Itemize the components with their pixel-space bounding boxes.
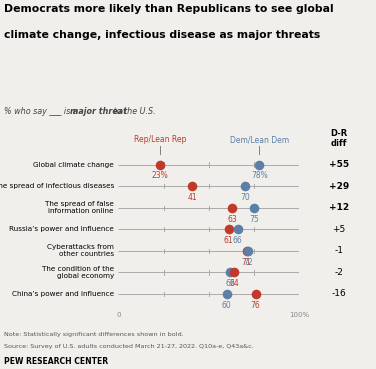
Text: +29: +29 [329,182,349,191]
Text: The spread of infectious diseases: The spread of infectious diseases [0,183,114,189]
Text: 78%: 78% [251,172,268,180]
Text: 61: 61 [224,236,233,245]
Text: major threat: major threat [70,107,127,116]
Text: China’s power and influence: China’s power and influence [12,291,114,297]
Point [224,291,230,297]
Point [227,269,233,275]
Text: |: | [258,146,261,155]
Text: 100%: 100% [289,312,309,318]
Point [229,205,235,211]
Text: Democrats more likely than Republicans to see global: Democrats more likely than Republicans t… [4,4,334,14]
Text: Note: Statistically significant differences shown in bold.: Note: Statistically significant differen… [4,332,183,337]
Text: PEW RESEARCH CENTER: PEW RESEARCH CENTER [4,357,108,366]
Text: 0: 0 [116,312,121,318]
Point [231,269,237,275]
Text: climate change, infectious disease as major threats: climate change, infectious disease as ma… [4,30,320,40]
Text: 66: 66 [233,236,243,245]
Text: +55: +55 [329,160,349,169]
Text: to the U.S.: to the U.S. [111,107,156,116]
Point [190,183,196,189]
Text: D-R
diff: D-R diff [330,129,347,148]
Point [244,248,250,254]
Text: Cyberattacks from
other countries: Cyberattacks from other countries [47,244,114,257]
Text: 72: 72 [244,258,253,267]
Text: The spread of false
information online: The spread of false information online [45,201,114,214]
Text: +12: +12 [329,203,349,212]
Text: 71: 71 [242,258,252,267]
Text: 23%: 23% [152,172,168,180]
Text: 64: 64 [229,279,239,288]
Text: 60: 60 [222,301,232,310]
Point [226,226,232,232]
Text: 75: 75 [249,214,259,224]
Point [235,226,241,232]
Text: 63: 63 [227,214,237,224]
Text: -16: -16 [331,289,346,299]
Point [253,291,259,297]
Text: 70: 70 [240,193,250,202]
Text: +5: +5 [332,225,346,234]
Text: |: | [159,146,161,155]
Text: 41: 41 [188,193,197,202]
Text: % who say ___ is a: % who say ___ is a [4,107,80,116]
Text: Global climate change: Global climate change [33,162,114,168]
Text: Source: Survey of U.S. adults conducted March 21-27, 2022. Q10a-e, Q43a&c.: Source: Survey of U.S. adults conducted … [4,344,253,349]
Point [251,205,257,211]
Text: 62: 62 [226,279,235,288]
Text: The condition of the
global economy: The condition of the global economy [42,266,114,279]
Point [246,248,252,254]
Text: -1: -1 [334,246,343,255]
Text: -2: -2 [334,268,343,277]
Point [256,162,262,168]
Point [157,162,163,168]
Text: 76: 76 [251,301,261,310]
Text: Russia’s power and influence: Russia’s power and influence [9,226,114,232]
Text: Rep/Lean Rep: Rep/Lean Rep [134,135,186,144]
Text: Dem/Lean Dem: Dem/Lean Dem [230,135,289,144]
Point [242,183,248,189]
